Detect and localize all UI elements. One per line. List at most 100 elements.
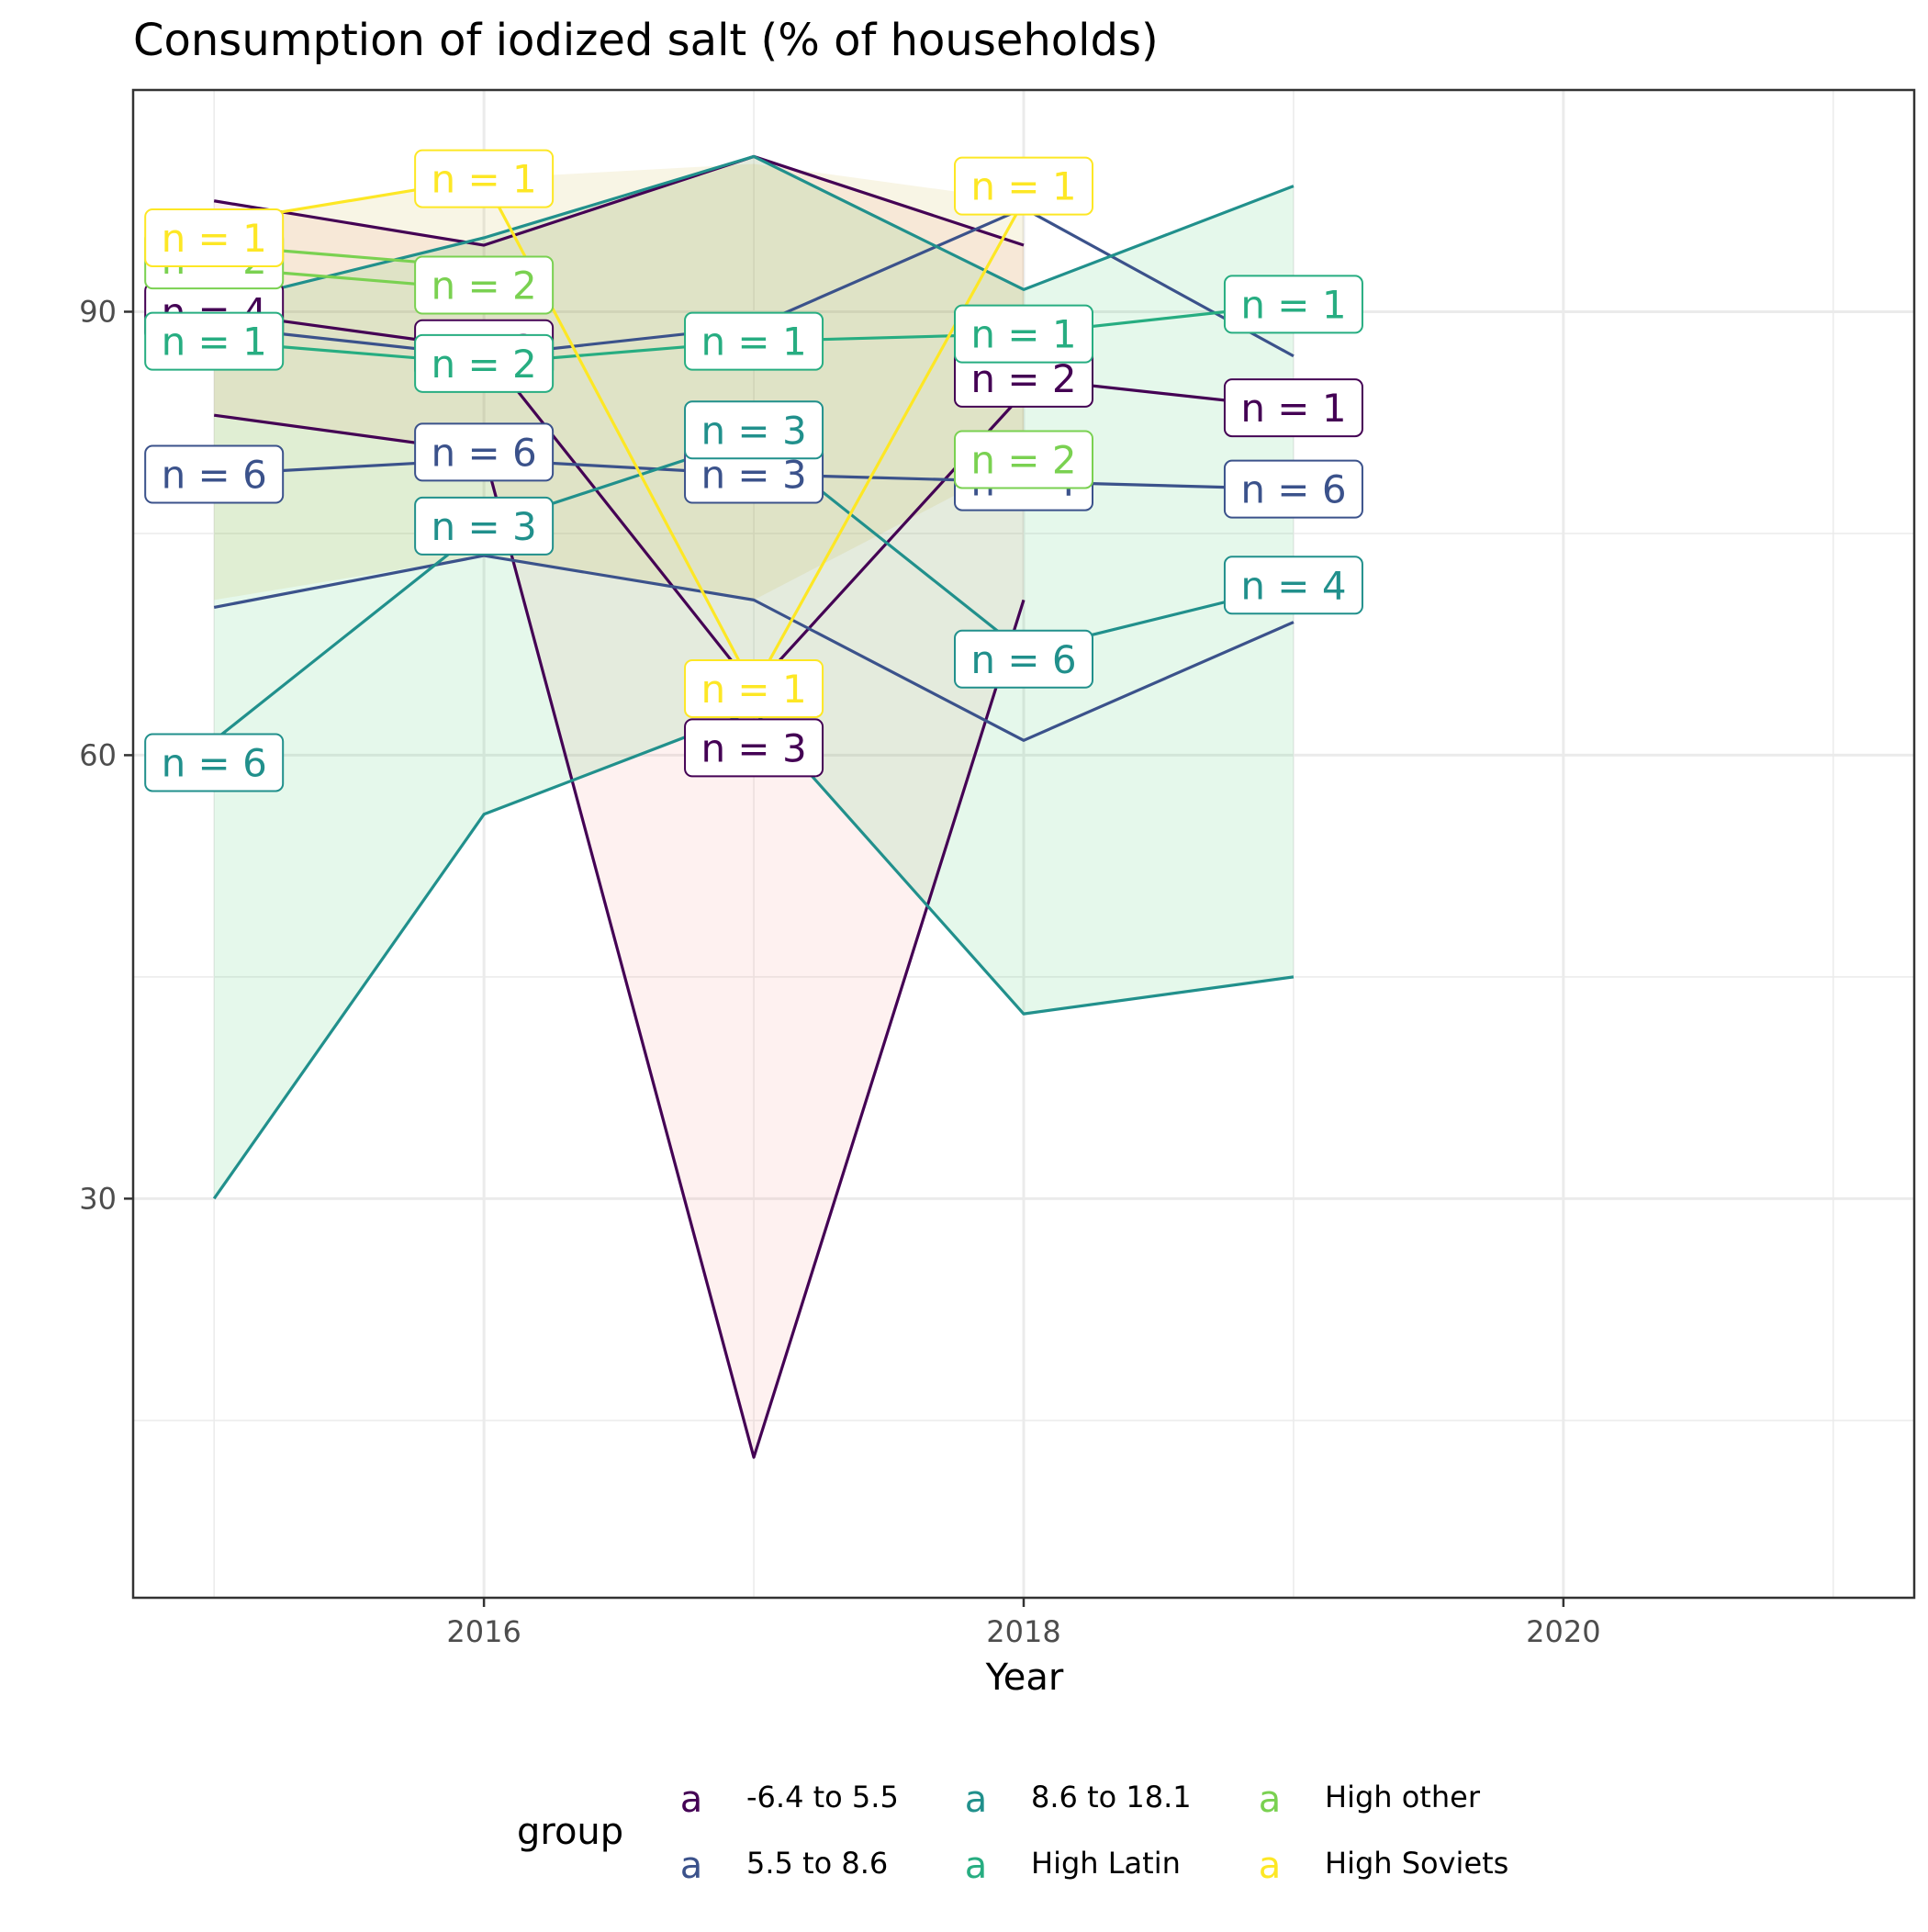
data-label-box <box>414 333 555 393</box>
data-label: n = 3 <box>684 718 824 778</box>
data-label: n = 6 <box>414 422 555 482</box>
data-label-text: n = 1 <box>1240 386 1346 431</box>
axes: 2016 2018 2020 30 60 90 <box>79 88 1916 1649</box>
data-label-box <box>414 149 555 208</box>
data-label: n = 2 <box>414 255 555 315</box>
data-label-text: n = 1 <box>1240 282 1346 327</box>
data-label-text: n = 1 <box>162 216 267 261</box>
series-line <box>213 176 1026 691</box>
data-label-text: n = 6 <box>1240 467 1346 512</box>
data-label-text: n = 6 <box>162 740 267 785</box>
data-label-text: n = 1 <box>970 164 1076 209</box>
data-label: n = 1 <box>954 156 1093 216</box>
data-label-box <box>954 629 1093 689</box>
data-label-box <box>414 422 555 482</box>
data-label-text: n = 3 <box>701 408 806 453</box>
data-label-text: n = 2 <box>432 342 537 387</box>
legend-label: High Latin <box>1031 1846 1181 1881</box>
y-tick-label: 30 <box>79 1181 117 1216</box>
data-label: n = 4 <box>1223 556 1363 615</box>
series-line <box>213 554 1295 742</box>
data-label: n = 1 <box>144 311 285 371</box>
chart-title: Consumption of iodized salt (% of househ… <box>133 15 1159 66</box>
legend: group a -6.4 to 5.5 a 5.5 to 8.6 a 8.6 to 18.… <box>517 1779 1508 1887</box>
data-label-text: n = 3 <box>701 725 806 770</box>
data-label-text: n = 6 <box>432 430 537 475</box>
data-label: n = 6 <box>144 444 285 504</box>
legend-entry: a High Latin <box>965 1845 1181 1887</box>
series-line <box>213 413 1026 1459</box>
legend-key: a <box>1259 1845 1282 1887</box>
legend-entry: a High Soviets <box>1259 1845 1509 1887</box>
data-label-box <box>1223 556 1363 615</box>
data-label: n = 1 <box>1223 275 1363 334</box>
legend-key: a <box>1259 1779 1282 1821</box>
data-labels: n = 4n = 2n = 3n = 2n = 1n = 6n = 6n = 3… <box>144 149 1363 792</box>
data-label-text: n = 1 <box>701 320 806 365</box>
data-label-text: n = 2 <box>970 437 1076 482</box>
data-label: n = 1 <box>684 311 824 371</box>
data-label-text: n = 1 <box>432 157 537 202</box>
data-label-box <box>414 255 555 315</box>
data-label-text: n = 2 <box>432 263 537 308</box>
legend-entry: a 5.5 to 8.6 <box>680 1845 889 1887</box>
data-label-text: n = 1 <box>162 320 267 365</box>
data-label-text: n = 4 <box>1240 563 1346 608</box>
x-axis-title: Year <box>985 1657 1064 1699</box>
data-label-box <box>954 430 1093 489</box>
data-label-text: n = 2 <box>970 356 1076 401</box>
data-label-box <box>684 658 824 718</box>
data-label-text: n = 3 <box>701 453 806 498</box>
data-label: n = 3 <box>684 400 824 460</box>
data-label: n = 6 <box>1223 459 1363 519</box>
legend-label: -6.4 to 5.5 <box>746 1780 899 1814</box>
x-tick-label: 2020 <box>1526 1614 1600 1649</box>
data-label-box <box>954 304 1093 364</box>
series-line <box>213 154 1025 247</box>
legend-key: a <box>965 1779 988 1821</box>
legend-title: group <box>517 1811 623 1853</box>
data-label: n = 1 <box>414 149 555 208</box>
series-line <box>213 309 1026 691</box>
data-label-text: n = 1 <box>701 667 806 712</box>
legend-label: 8.6 to 18.1 <box>1031 1780 1192 1814</box>
legend-key: a <box>680 1779 703 1821</box>
legend-label: High other <box>1325 1780 1481 1814</box>
data-label: n = 2 <box>414 333 555 393</box>
data-label-box <box>414 496 555 556</box>
data-label: n = 3 <box>684 444 824 504</box>
data-label-text: n = 1 <box>970 312 1076 357</box>
data-label: n = 1 <box>144 208 285 267</box>
x-tick-label: 2016 <box>446 1614 521 1649</box>
x-tick-label: 2018 <box>986 1614 1060 1649</box>
data-label: n = 2 <box>954 430 1093 489</box>
data-label: n = 1 <box>954 304 1093 364</box>
data-label: n = 3 <box>414 496 555 556</box>
data-label-box <box>144 444 285 504</box>
data-label-box <box>144 311 285 371</box>
data-label-box <box>1223 378 1363 438</box>
data-label-box <box>144 733 285 792</box>
data-label-box <box>684 718 824 778</box>
legend-entry: a High other <box>1259 1779 1481 1821</box>
legend-key: a <box>965 1845 988 1887</box>
data-label-box <box>684 400 824 460</box>
data-label: n = 2 <box>954 348 1093 408</box>
data-label-text: n = 6 <box>162 453 267 498</box>
y-tick-label: 60 <box>79 737 117 772</box>
data-label: n = 6 <box>954 629 1093 689</box>
legend-label: High Soviets <box>1325 1846 1508 1881</box>
legend-key: a <box>680 1845 703 1887</box>
data-label-text: n = 6 <box>970 637 1076 682</box>
data-label: n = 6 <box>144 733 285 792</box>
data-label-box <box>1223 275 1363 334</box>
legend-entry: a 8.6 to 18.1 <box>965 1779 1192 1821</box>
data-label-box <box>144 208 285 267</box>
data-label-box <box>1223 459 1363 519</box>
legend-entry: a -6.4 to 5.5 <box>680 1779 899 1821</box>
data-label-text: n = 3 <box>432 504 537 549</box>
y-tick-label: 90 <box>79 294 117 329</box>
legend-label: 5.5 to 8.6 <box>746 1846 888 1881</box>
